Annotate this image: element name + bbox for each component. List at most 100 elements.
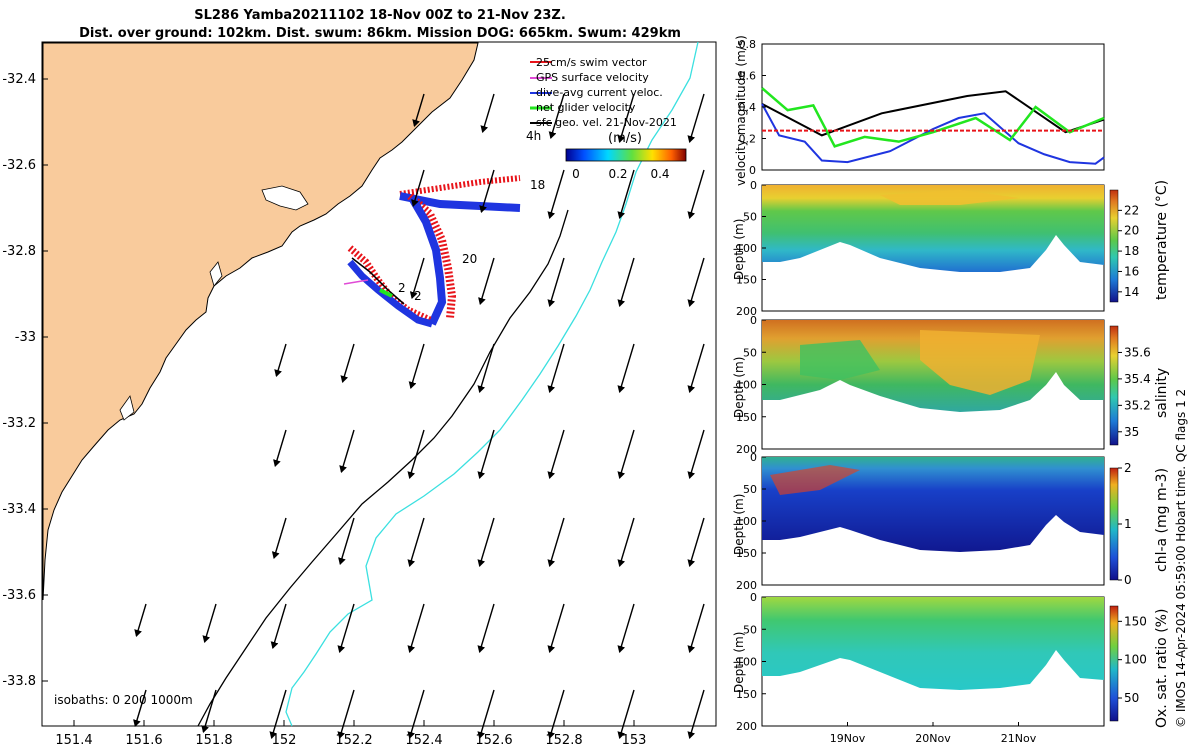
geo-velocity-arrow xyxy=(547,689,565,739)
geo-velocity-arrow xyxy=(270,603,287,649)
temperature-section xyxy=(762,185,1104,272)
map-panel: 25cm/s swim vector GPS surface velocity … xyxy=(2,41,717,748)
geo-velocity-arrow xyxy=(547,343,565,393)
map-x-ticks: 151.4 151.6 151.8 152 152.2 152.4 152.6 152.8 15… xyxy=(55,720,646,748)
geo-velocity-arrow xyxy=(617,257,635,307)
date-tick-label: 20Nov xyxy=(915,732,951,745)
geo-velocity-arrow xyxy=(337,689,355,739)
temperature-warm-patch xyxy=(880,190,1020,205)
colorbar-tick-label: 0 xyxy=(1124,573,1132,587)
colorbar-tick-label: 2 xyxy=(1124,461,1132,475)
geo-velocity-arrow xyxy=(479,169,495,213)
geo-velocity-arrow xyxy=(477,517,495,567)
geo-velocity-arrow xyxy=(407,689,425,739)
colorbar-tick-label: 16 xyxy=(1124,264,1139,278)
geo-velocity-arrow xyxy=(687,429,705,479)
colorbar-tick-label: 50 xyxy=(1124,691,1139,705)
geo-velocity-arrow xyxy=(547,603,565,653)
geo-velocity-arrow xyxy=(338,517,355,565)
map-y-tick-label: -32.4 xyxy=(2,72,36,87)
depth-tick-label: 200 xyxy=(736,305,757,318)
date-tick-label: 19Nov xyxy=(830,732,866,745)
geo-velocity-arrow xyxy=(269,689,287,739)
geo-velocity-arrow xyxy=(407,429,425,479)
lake-shape xyxy=(261,185,309,211)
oxygen-section xyxy=(762,597,1104,690)
temperature-colorbar-label: temperature (°C) xyxy=(1154,179,1170,300)
salinity-y-label: Depth (m) xyxy=(732,356,746,418)
geo-velocity-arrow xyxy=(548,93,565,139)
day-label: 2 xyxy=(398,281,406,295)
colorbar-tick: 0.4 xyxy=(650,167,669,181)
legend-label: sfc geo. vel. 21-Nov-2021 xyxy=(536,116,677,129)
glider-track xyxy=(343,175,521,328)
oxygen-y-label: Depth (m) xyxy=(732,631,746,693)
chlorophyll-plot-frame xyxy=(761,456,1105,586)
map-legend: 25cm/s swim vector GPS surface velocity … xyxy=(530,56,677,129)
geo-velocity-arrow xyxy=(477,603,495,653)
geo-velocity-arrow xyxy=(478,257,495,305)
geo-velocity-arrow xyxy=(411,169,425,207)
depth-tick-label: 0 xyxy=(750,314,757,327)
geo-velocity-arrow xyxy=(687,603,705,653)
legend-label: 25cm/s swim vector xyxy=(536,56,647,69)
map-y-tick-label: -33 xyxy=(15,330,36,345)
geo-velocity-arrow xyxy=(547,257,565,307)
colorbar-tick-label: 35 xyxy=(1124,425,1139,439)
colorbar-tick-label: 35.4 xyxy=(1124,372,1151,386)
velocity-line xyxy=(761,103,1105,165)
panel-ticks: 05010015020014161820220501001502003535.2… xyxy=(736,179,1151,745)
map-y-tick-label: -33.6 xyxy=(2,588,36,603)
oxygen-colorbar xyxy=(1109,605,1119,722)
salinity-low-patch xyxy=(800,340,880,380)
geo-velocity-arrow xyxy=(547,429,565,479)
geo-velocity-arrow xyxy=(407,603,425,653)
oxygen-colorbar-label: Ox. sat. ratio (%) xyxy=(1154,608,1170,728)
geo-velocity-arrow xyxy=(409,257,425,299)
geo-velocity-arrow xyxy=(134,603,147,637)
colorbar-title: (m/s) xyxy=(608,131,642,146)
colorbar-tick: 0 xyxy=(572,167,580,181)
geo-velocity-arrow xyxy=(687,257,705,307)
velocity-y-label: velocity magnitude (m/s) xyxy=(734,35,748,186)
salinity-colorbar-label: salinity xyxy=(1154,367,1170,418)
colorbar-tick-label: 20 xyxy=(1124,224,1139,238)
geo-velocity-arrow xyxy=(202,603,217,643)
map-x-tick-label: 151.6 xyxy=(125,733,162,748)
temperature-colorbar xyxy=(1109,189,1119,303)
geo-velocity-arrow xyxy=(339,429,355,473)
isobath-1000m xyxy=(285,41,699,727)
map-y-tick-label: -33.8 xyxy=(2,674,36,689)
geo-velocity-arrow xyxy=(201,689,217,733)
colorbar-tick-label: 14 xyxy=(1124,285,1139,299)
map-x-tick-label: 152.6 xyxy=(475,733,512,748)
geo-velocity-arrow xyxy=(412,93,425,127)
geo-velocity-arrow xyxy=(408,343,425,389)
map-y-tick-label: -32.6 xyxy=(2,158,36,173)
salinity-high-patch xyxy=(920,330,1040,395)
map-y-ticks: -32.4 -32.6 -32.8 -33 -33.2 -33.4 -33.6 -33.8 xyxy=(2,72,48,689)
salinity-colorbar xyxy=(1109,325,1119,446)
geo-velocity-arrow xyxy=(273,429,287,467)
map-y-tick-label: -33.4 xyxy=(2,502,36,517)
geostrophic-velocity-arrows xyxy=(133,93,705,739)
chlorophyll-y-label: Depth (m) xyxy=(732,493,746,555)
colorbar-tick-label: 18 xyxy=(1124,244,1139,258)
velocity-plot-frame xyxy=(761,43,1105,171)
velocity-line xyxy=(761,90,1105,137)
geo-velocity-arrow xyxy=(687,93,705,143)
velocity-line xyxy=(761,87,1105,148)
colorbar-tick-label: 22 xyxy=(1124,203,1139,217)
colorbar-tick-label: 1 xyxy=(1124,517,1132,531)
credit-text: © IMOS 14-Apr-2024 05:59:00 Hobart time.… xyxy=(1174,388,1188,728)
geo-velocity-arrow xyxy=(687,169,705,219)
colorbar-tick: 0.2 xyxy=(608,167,627,181)
colorbar-tick-label: 35.2 xyxy=(1124,398,1151,412)
map-x-tick-label: 152.8 xyxy=(545,733,582,748)
geo-velocity-arrow xyxy=(337,603,355,653)
geo-velocity-arrow xyxy=(617,169,635,219)
chart-title-line1: SL286 Yamba20211102 18-Nov 00Z to 21-Nov… xyxy=(194,8,566,23)
lake-shape xyxy=(119,395,135,421)
depth-tick-label: 0 xyxy=(750,451,757,464)
depth-tick-label: 0 xyxy=(750,179,757,192)
